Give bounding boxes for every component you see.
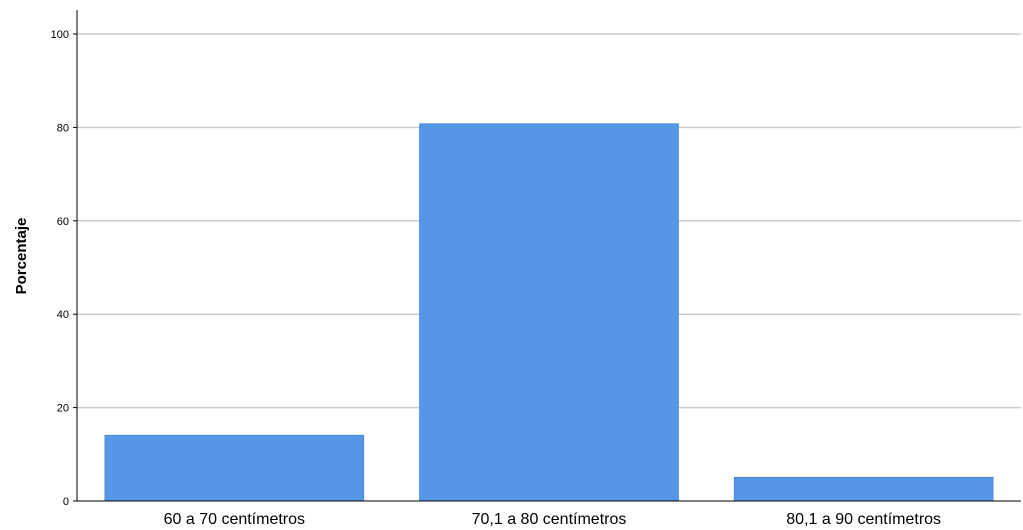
y-tick-label: 100 — [51, 29, 69, 41]
y-tick-labels: 0 20 40 60 80 100 — [51, 29, 77, 508]
bar-1 — [104, 434, 365, 502]
y-axis-title: Porcentaje — [13, 218, 30, 295]
x-category-label: 70,1 a 80 centímetros — [472, 511, 627, 528]
bar-2 — [419, 123, 679, 502]
y-tick-label: 40 — [57, 309, 69, 321]
bar-3 — [733, 476, 994, 502]
x-category-label: 80,1 a 90 centímetros — [786, 511, 941, 528]
y-tick-label: 0 — [63, 496, 69, 508]
bars — [104, 123, 994, 502]
y-tick-label: 20 — [57, 403, 69, 415]
y-tick-label: 80 — [57, 122, 69, 134]
axes — [76, 10, 1021, 502]
x-category-labels: 60 a 70 centímetros 70,1 a 80 centímetros… — [164, 511, 941, 528]
y-tick-label: 60 — [57, 216, 69, 228]
x-category-label: 60 a 70 centímetros — [164, 511, 305, 528]
